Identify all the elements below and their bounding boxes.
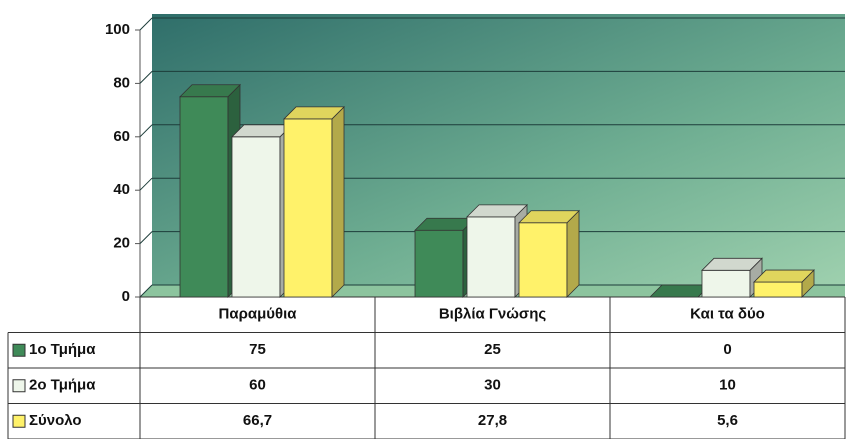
- bar-top: [518, 210, 580, 224]
- table-cell: 0: [723, 341, 731, 358]
- bar: [753, 281, 803, 298]
- y-tick-label: 0: [122, 288, 130, 305]
- bar-top: [701, 257, 763, 271]
- bar: [701, 269, 751, 298]
- grid-line: [139, 231, 153, 244]
- bar: [283, 118, 333, 298]
- grid-line: [139, 124, 153, 138]
- grid-line: [139, 284, 153, 298]
- table-cell: 27,8: [478, 412, 507, 429]
- y-tick-label: 60: [113, 128, 130, 145]
- table-cell: 25: [484, 341, 501, 358]
- legend-swatch: [12, 414, 26, 428]
- table-cell: 66,7: [243, 412, 272, 429]
- bar-top: [179, 84, 241, 98]
- x-tick-label: Βιβλία Γνώσης: [439, 306, 547, 323]
- grid-line: [139, 71, 153, 84]
- bar-top: [283, 106, 345, 120]
- y-tick-label: 40: [113, 181, 130, 198]
- bar-top: [753, 269, 815, 283]
- grid-line: [139, 177, 153, 191]
- y-tick-label: 100: [105, 21, 130, 38]
- x-tick-label: Παραμύθια: [219, 306, 298, 323]
- x-tick-label: Και τα δύο: [690, 306, 765, 323]
- bar-top: [466, 204, 528, 218]
- table-cell: 5,6: [717, 412, 738, 429]
- table-cell: 30: [484, 377, 501, 394]
- y-tick-label: 80: [113, 74, 130, 91]
- legend-label: Σύνολο: [29, 412, 82, 429]
- bar-side: [566, 209, 580, 298]
- bar: [518, 222, 568, 298]
- bar-side: [331, 105, 345, 298]
- legend-label: 2ο Τμήμα: [29, 377, 96, 394]
- y-tick-label: 20: [113, 235, 130, 252]
- legend-label: 1ο Τμήμα: [29, 341, 96, 358]
- table-cell: 60: [249, 377, 266, 394]
- legend-swatch: [12, 379, 26, 393]
- table-cell: 75: [249, 341, 266, 358]
- legend-swatch: [12, 343, 26, 357]
- bar: [231, 136, 281, 298]
- bar: [466, 216, 516, 298]
- table-cell: 10: [719, 377, 736, 394]
- bar: [414, 229, 464, 298]
- grid-line: [139, 17, 153, 31]
- bar: [179, 96, 229, 298]
